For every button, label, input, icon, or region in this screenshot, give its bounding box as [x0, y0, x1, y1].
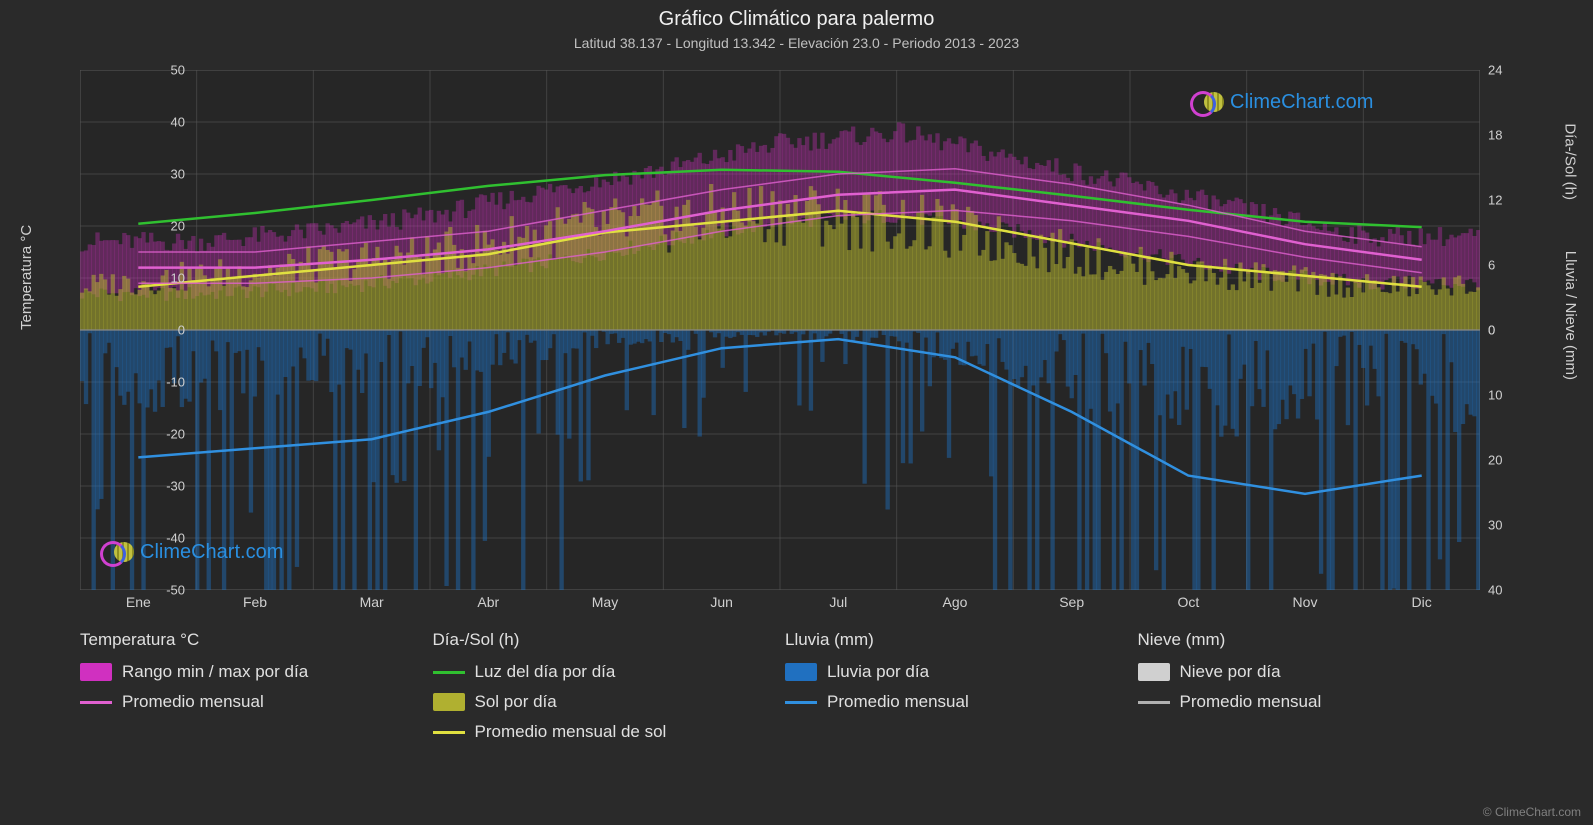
watermark-text: ClimeChart.com [1230, 91, 1373, 114]
plot-svg [80, 70, 1480, 590]
chart-subtitle: Latitud 38.137 - Longitud 13.342 - Eleva… [0, 31, 1593, 51]
legend-item: Promedio mensual [1138, 692, 1481, 712]
x-month-tick: Mar [360, 594, 384, 610]
legend-line-icon [80, 701, 112, 704]
legend-line-icon [1138, 701, 1170, 704]
y-right-top-tick: 12 [1488, 193, 1502, 208]
x-month-tick: Oct [1177, 594, 1199, 610]
y-left-tick: 40 [75, 115, 185, 130]
legend-item: Luz del día por día [433, 662, 776, 682]
legend-line-icon [433, 731, 465, 734]
legend-item-label: Promedio mensual de sol [475, 722, 667, 742]
x-month-tick: Ago [943, 594, 968, 610]
x-month-tick: Nov [1293, 594, 1318, 610]
legend-line-icon [785, 701, 817, 704]
legend-swatch-icon [785, 663, 817, 681]
legend-group: Lluvia (mm) Lluvia por día Promedio mensua… [785, 630, 1128, 752]
y-axis-right-top-label: Día-/Sol (h) [1562, 123, 1579, 200]
legend-swatch-icon [433, 693, 465, 711]
y-right-bottom-tick: 20 [1488, 453, 1502, 468]
legend-group-title: Día-/Sol (h) [433, 630, 776, 650]
legend-item: Promedio mensual de sol [433, 722, 776, 742]
y-left-tick: -30 [75, 479, 185, 494]
watermark-text: ClimeChart.com [140, 541, 283, 564]
x-month-tick: Ene [126, 594, 151, 610]
climate-chart-container: Gráfico Climático para palermo Latitud 3… [0, 0, 1593, 825]
legend-item-label: Nieve por día [1180, 662, 1281, 682]
copyright-text: © ClimeChart.com [1483, 805, 1581, 819]
plot-area [80, 70, 1480, 590]
legend-item-label: Promedio mensual [1180, 692, 1322, 712]
y-right-top-tick: 18 [1488, 128, 1502, 143]
y-left-tick: -20 [75, 427, 185, 442]
x-month-tick: Jun [710, 594, 733, 610]
legend-item: Promedio mensual [785, 692, 1128, 712]
legend-item: Nieve por día [1138, 662, 1481, 682]
legend-swatch-icon [80, 663, 112, 681]
legend-item-label: Promedio mensual [122, 692, 264, 712]
y-left-tick: 20 [75, 219, 185, 234]
climechart-logo-icon [1190, 90, 1224, 114]
y-right-bottom-tick: 30 [1488, 518, 1502, 533]
legend-group: Día-/Sol (h) Luz del día por día Sol por d… [433, 630, 776, 752]
legend-item: Promedio mensual [80, 692, 423, 712]
x-month-tick: Jul [829, 594, 847, 610]
x-month-tick: Dic [1412, 594, 1432, 610]
y-left-tick: -10 [75, 375, 185, 390]
legend: Temperatura °C Rango min / max por día Pro… [80, 630, 1480, 752]
x-month-tick: May [592, 594, 618, 610]
y-left-tick: 50 [75, 63, 185, 78]
watermark-bottom: ClimeChart.com [100, 540, 283, 564]
legend-group-title: Nieve (mm) [1138, 630, 1481, 650]
legend-group: Temperatura °C Rango min / max por día Pro… [80, 630, 423, 752]
legend-swatch-icon [1138, 663, 1170, 681]
y-right-bottom-tick: 10 [1488, 388, 1502, 403]
y-left-tick: 10 [75, 271, 185, 286]
y-axis-right-bottom-label: Lluvia / Nieve (mm) [1562, 251, 1579, 380]
legend-group-title: Temperatura °C [80, 630, 423, 650]
climechart-logo-icon [100, 540, 134, 564]
x-month-tick: Abr [477, 594, 499, 610]
legend-item-label: Lluvia por día [827, 662, 929, 682]
chart-title: Gráfico Climático para palermo [0, 0, 1593, 31]
legend-line-icon [433, 671, 465, 674]
y-right-bottom-tick: 0 [1488, 323, 1495, 338]
legend-item: Sol por día [433, 692, 776, 712]
y-left-tick: 30 [75, 167, 185, 182]
legend-item: Rango min / max por día [80, 662, 423, 682]
legend-group-title: Lluvia (mm) [785, 630, 1128, 650]
legend-item-label: Promedio mensual [827, 692, 969, 712]
y-left-tick: 0 [75, 323, 185, 338]
legend-item-label: Sol por día [475, 692, 557, 712]
legend-item-label: Luz del día por día [475, 662, 616, 682]
watermark-top: ClimeChart.com [1190, 90, 1373, 114]
legend-item: Lluvia por día [785, 662, 1128, 682]
x-month-tick: Sep [1059, 594, 1084, 610]
legend-item-label: Rango min / max por día [122, 662, 308, 682]
y-axis-left-label: Temperatura °C [18, 225, 35, 330]
y-right-top-tick: 6 [1488, 258, 1495, 273]
y-right-top-tick: 24 [1488, 63, 1502, 78]
y-right-bottom-tick: 40 [1488, 583, 1502, 598]
legend-group: Nieve (mm) Nieve por día Promedio mensual [1138, 630, 1481, 752]
x-month-tick: Feb [243, 594, 267, 610]
